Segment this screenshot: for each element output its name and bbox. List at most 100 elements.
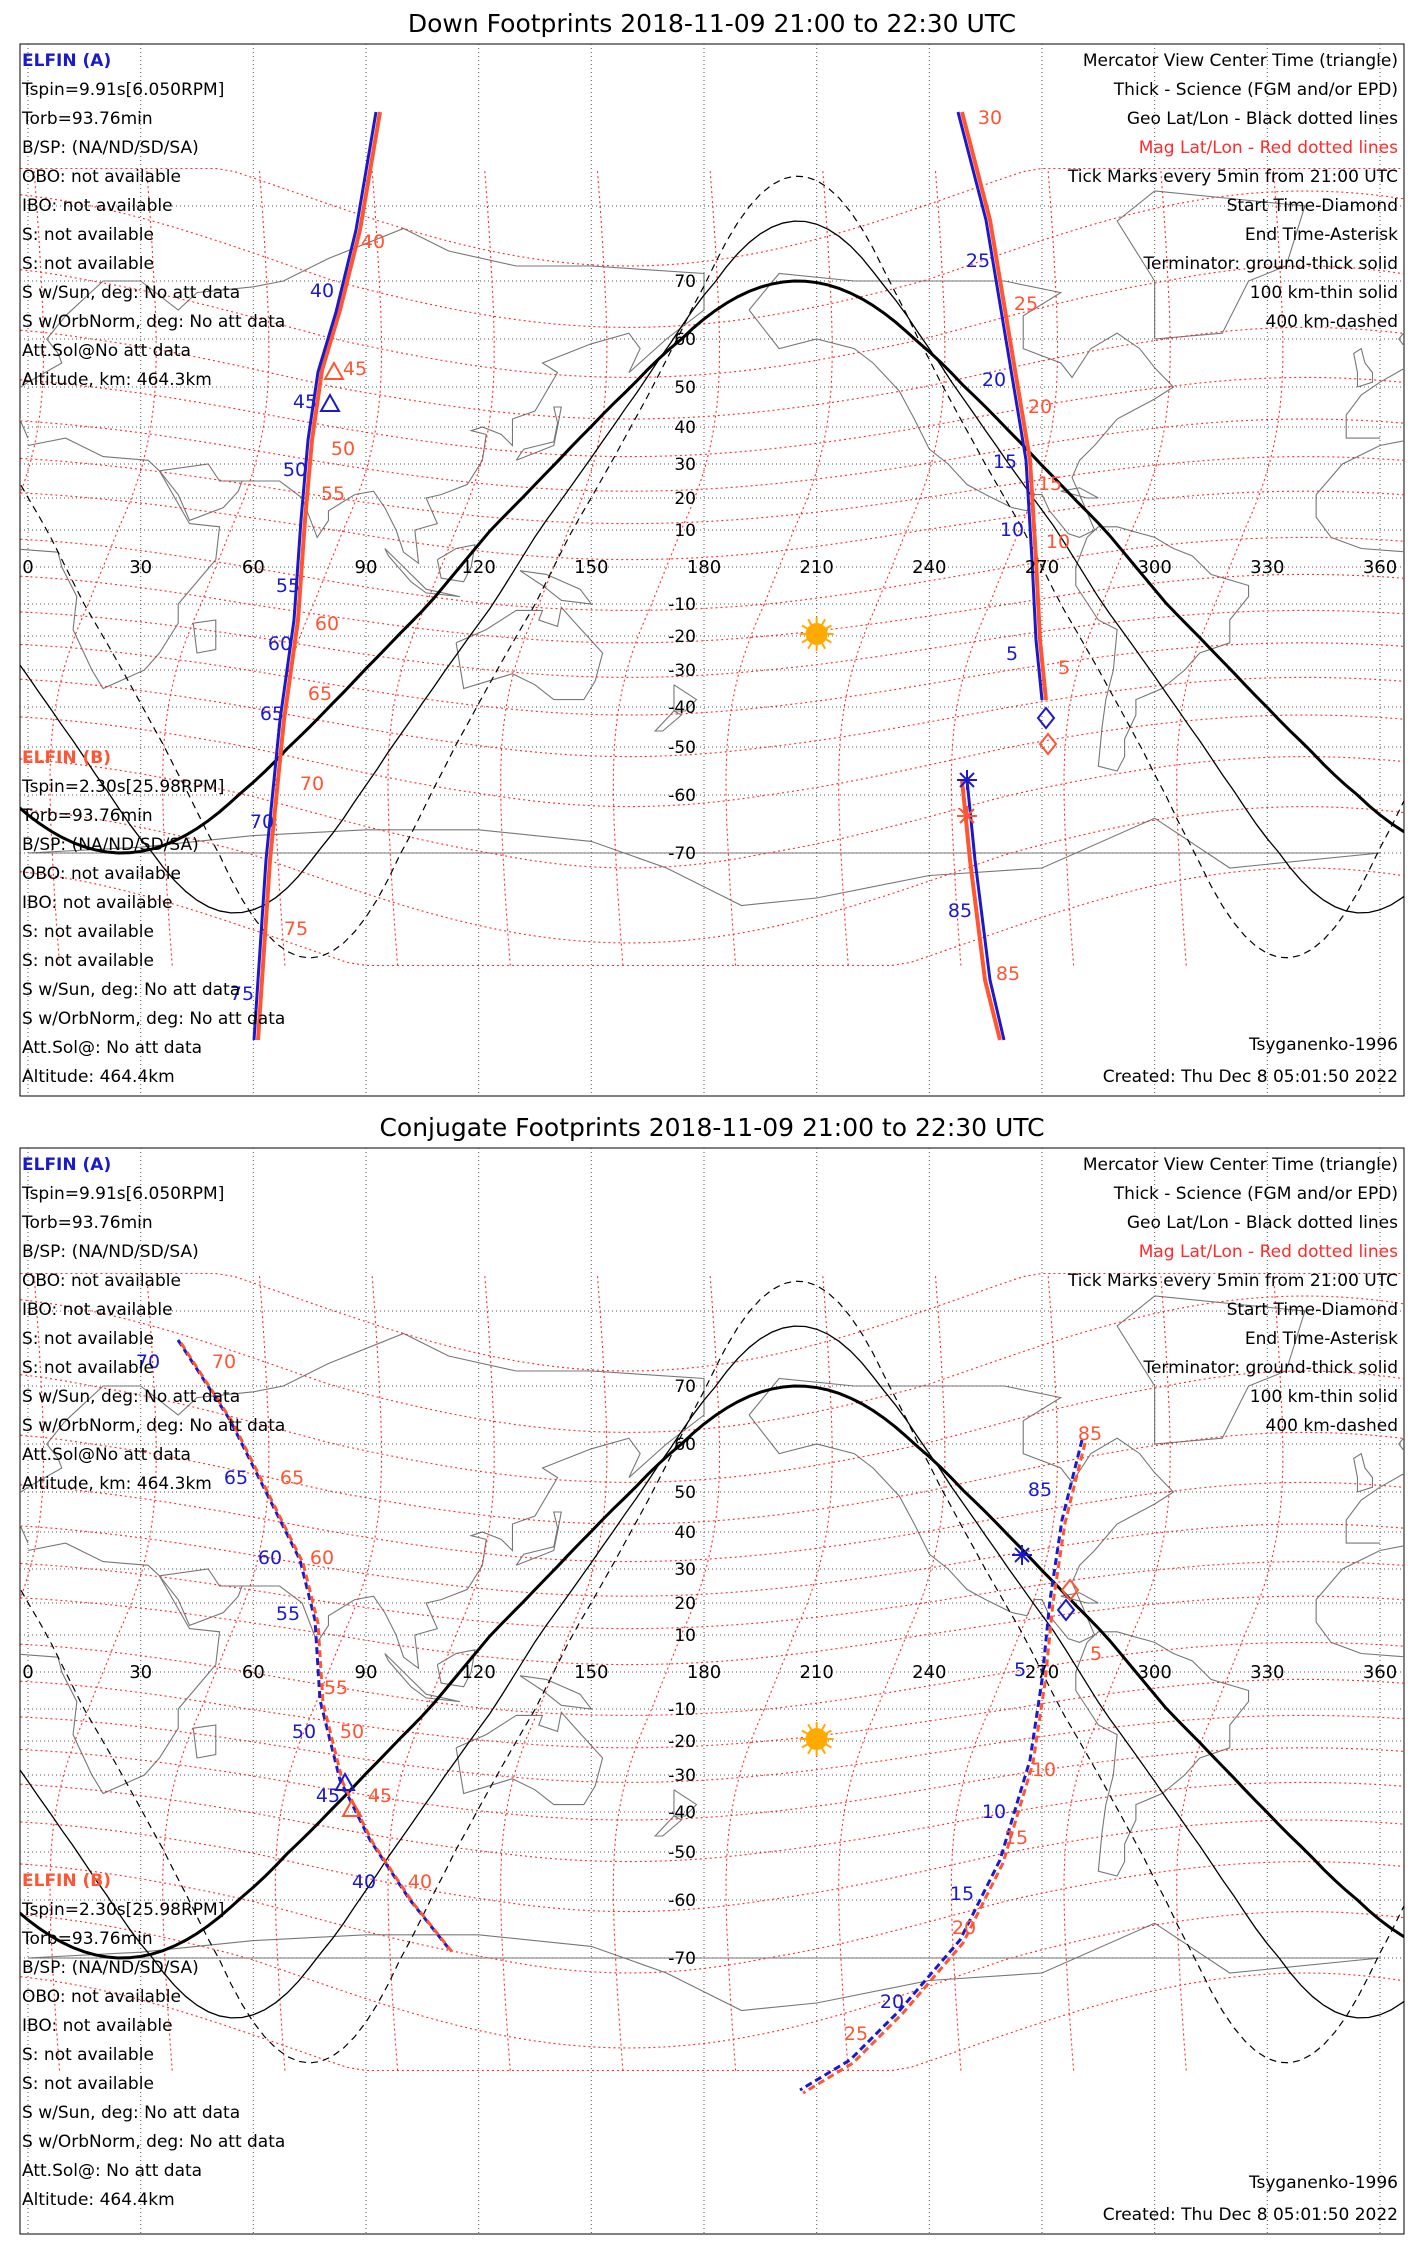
mag-parallel — [20, 1481, 1404, 1563]
track-labels: 70 65 60 55 50 45 40 85 5 10 15 20 70 65 60 55 50 45 40 85 5… — [136, 1351, 1102, 2045]
coastline — [653, 1815, 683, 1837]
legend-line: Terminator: ground-thick solid — [1142, 1358, 1398, 1378]
legend-line: Thick - Science (FGM and/or EPD) — [1113, 80, 1398, 100]
track-label-elfin-a: 65 — [224, 1467, 248, 1489]
lon-tick-label: 30 — [129, 557, 152, 578]
coastline — [1075, 526, 1250, 772]
lon-tick-label: 210 — [799, 1662, 833, 1683]
elfin-a-info-line: S: not available — [22, 254, 154, 274]
elfin-a-info-line: Att.Sol@No att data — [22, 1445, 191, 1465]
legend-line: Mag Lat/Lon - Red dotted lines — [1139, 1242, 1398, 1262]
track-label-elfin-b: 70 — [300, 773, 324, 795]
mag-meridian — [950, 1273, 1059, 2071]
terminator-400km — [20, 175, 1404, 959]
track-label-elfin-a: 55 — [276, 1603, 300, 1625]
elfin-a-info-line: OBO: not available — [22, 167, 181, 187]
lon-tick-label: 210 — [799, 557, 833, 578]
map-frame — [19, 43, 1405, 1097]
lat-tick-label: -50 — [668, 1843, 696, 1863]
center-time-triangle-a — [334, 1771, 356, 1791]
lat-tick-label: 50 — [674, 1483, 696, 1503]
lat-tick-label: 50 — [674, 378, 696, 398]
elfin-b-info-line: Att.Sol@: No att data — [22, 1038, 202, 1058]
lat-labels: 70 60 50 40 30 20 10 -10 -20 -30 -40 -50 -60 -70 — [668, 272, 696, 864]
sun-icon — [799, 1722, 834, 1756]
track-label-elfin-b: 25 — [844, 2023, 868, 2045]
elfin-a-info-line: S: not available — [22, 1358, 154, 1378]
lat-tick-label: -50 — [668, 738, 696, 758]
lat-tick-label: -20 — [668, 627, 696, 647]
coastline — [20, 437, 221, 690]
track-label-elfin-a: 50 — [292, 1721, 316, 1743]
mag-parallel — [20, 1972, 1404, 2072]
elfin-b-info-line: B/SP: (NA/ND/SD/SA) — [22, 1958, 199, 1978]
track-label-elfin-b: 40 — [361, 231, 385, 253]
lat-tick-label: 20 — [674, 1594, 696, 1614]
coastline — [673, 1789, 698, 1817]
map-frame — [19, 1147, 1405, 2235]
legend-line: 100 km-thin solid — [1250, 1387, 1398, 1407]
lon-tick-label: 150 — [574, 557, 608, 578]
terminator-curves — [20, 1280, 1404, 2064]
legend-line: Tick Marks every 5min from 21:00 UTC — [1067, 167, 1398, 187]
elfin-b-name: ELFIN (B) — [22, 748, 111, 768]
coastline — [748, 272, 1175, 538]
track-label-elfin-a: 50 — [283, 459, 307, 481]
lon-tick-label: 30 — [129, 1662, 152, 1683]
mag-parallel — [20, 190, 1404, 328]
legend-line: Start Time-Diamond — [1227, 196, 1398, 216]
track-label-elfin-a: 25 — [966, 250, 990, 272]
sun-disc — [805, 623, 828, 645]
lat-tick-label: -30 — [668, 661, 696, 681]
track-elfin-b-east — [802, 1442, 1087, 2095]
lat-tick-label: -10 — [668, 595, 696, 615]
track-label-elfin-b: 65 — [308, 683, 332, 705]
lat-tick-label: -60 — [668, 1891, 696, 1911]
start-diamond-a — [1036, 706, 1056, 730]
coastline — [192, 619, 217, 654]
legend: Mercator View Center Time (triangle) Thic… — [1067, 51, 1398, 332]
legend-line: Mag Lat/Lon - Red dotted lines — [1139, 138, 1398, 158]
elfin-a-info-line: Torb=93.76min — [21, 109, 153, 129]
info-blocks: ELFIN (A) Tspin=9.91s[6.050RPM] Torb=93.76… — [21, 51, 285, 1087]
lat-tick-label: -60 — [668, 786, 696, 806]
lat-tick-label: 40 — [674, 1523, 696, 1543]
lat-tick-label: -10 — [668, 1700, 696, 1720]
coastline — [455, 1710, 604, 1806]
track-label-elfin-a: 60 — [268, 633, 292, 655]
track-label-elfin-b: 40 — [408, 1871, 432, 1893]
elfin-b-info-line: Torb=93.76min — [21, 806, 153, 826]
mag-parallel — [20, 265, 1404, 378]
legend-line: Geo Lat/Lon - Black dotted lines — [1127, 109, 1398, 129]
track-label-elfin-b: 85 — [1078, 1423, 1102, 1445]
start-diamond-a — [1056, 1598, 1076, 1622]
mag-parallel — [20, 167, 1404, 267]
elfin-a-info-line: S: not available — [22, 1329, 154, 1349]
coastline — [1345, 1436, 1404, 1544]
lon-tick-label: 150 — [574, 1662, 608, 1683]
lon-tick-label: 180 — [687, 557, 721, 578]
mag-meridian — [49, 168, 157, 966]
elfin-a-info-line: B/SP: (NA/ND/SD/SA) — [22, 138, 199, 158]
track-label-elfin-a: 40 — [352, 1871, 376, 1893]
track-label-elfin-b: 50 — [340, 1721, 364, 1743]
tracks — [252, 111, 1058, 1041]
panel-conjugate: Conjugate Footprints 2018-11-09 21:00 to… — [19, 1113, 1405, 2235]
lat-tick-label: -40 — [668, 1803, 696, 1823]
lon-tick-label: 270 — [1025, 557, 1059, 578]
coastline — [20, 1542, 221, 1795]
elfin-a-info-line: S w/Sun, deg: No att data — [22, 283, 240, 303]
legend-line: End Time-Asterisk — [1245, 225, 1398, 245]
mag-parallel — [20, 326, 1404, 420]
lat-tick-label: 30 — [674, 455, 696, 475]
terminator-100km — [20, 1325, 1404, 2019]
lat-tick-label: 60 — [674, 1435, 696, 1455]
mag-parallel — [20, 1295, 1404, 1433]
lat-tick-label: 70 — [674, 272, 696, 292]
track-elfin-a — [252, 111, 378, 1041]
track-elfin-a-east — [799, 1439, 1084, 2092]
start-diamond-b — [1038, 732, 1058, 756]
track-label-elfin-a: 15 — [950, 1883, 974, 1905]
mag-parallel — [20, 806, 1404, 944]
track-label-elfin-b: 55 — [321, 483, 345, 505]
